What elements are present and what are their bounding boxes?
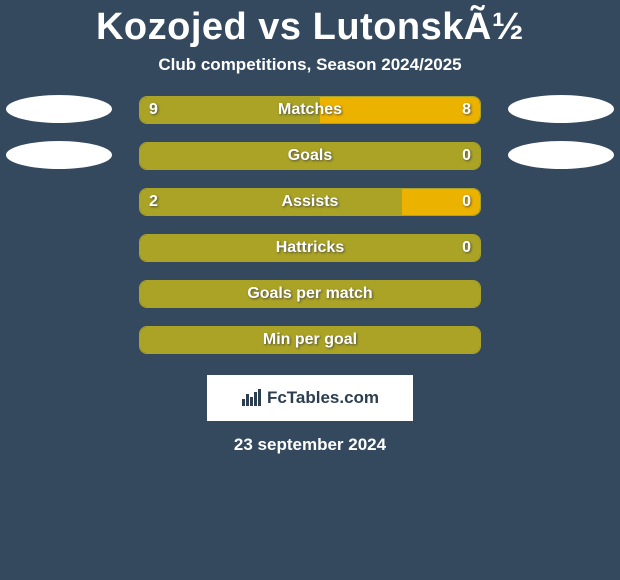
stat-value-right: 8 [462, 96, 471, 124]
stat-row: Min per goal [0, 323, 620, 369]
stat-rows: Matches98Goals0Assists20Hattricks0Goals … [0, 93, 620, 369]
bar-track [139, 96, 481, 124]
bar-left-fill [140, 97, 320, 123]
bar-left-fill [140, 189, 402, 215]
bar-left-fill [140, 281, 480, 307]
page-title: Kozojed vs LutonskÃ½ [0, 6, 620, 49]
bar-left-fill [140, 143, 480, 169]
bar-left-fill [140, 235, 480, 261]
stat-value-right: 0 [462, 142, 471, 170]
bar-chart-icon [241, 389, 263, 407]
left-avatar-blob [6, 141, 112, 169]
bar-track [139, 142, 481, 170]
subtitle: Club competitions, Season 2024/2025 [0, 55, 620, 75]
stat-value-left: 2 [149, 188, 158, 216]
bar-track [139, 326, 481, 354]
stat-value-left: 9 [149, 96, 158, 124]
bar-right-fill [320, 97, 480, 123]
bar-track [139, 234, 481, 262]
comparison-infographic: Kozojed vs LutonskÃ½ Club competitions, … [0, 0, 620, 455]
stat-row: Goals per match [0, 277, 620, 323]
stat-row: Hattricks0 [0, 231, 620, 277]
source-badge: FcTables.com [207, 375, 413, 421]
right-avatar-blob [508, 141, 614, 169]
source-badge-text: FcTables.com [267, 388, 379, 408]
stat-row: Matches98 [0, 93, 620, 139]
bar-track [139, 280, 481, 308]
date-text: 23 september 2024 [0, 435, 620, 455]
stat-value-right: 0 [462, 188, 471, 216]
stat-value-right: 0 [462, 234, 471, 262]
right-avatar-blob [508, 95, 614, 123]
left-avatar-blob [6, 95, 112, 123]
stat-row: Assists20 [0, 185, 620, 231]
source-badge-inner: FcTables.com [241, 388, 379, 408]
bar-left-fill [140, 327, 480, 353]
bar-track [139, 188, 481, 216]
stat-row: Goals0 [0, 139, 620, 185]
